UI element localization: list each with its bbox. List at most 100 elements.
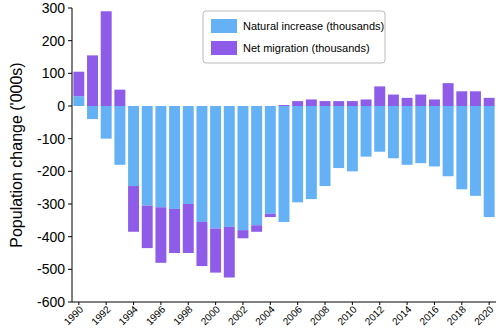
x-tick [434, 302, 435, 305]
y-tick [68, 269, 72, 270]
bar [73, 96, 84, 106]
bar [388, 106, 399, 158]
bar [251, 225, 262, 232]
legend-swatch [211, 19, 237, 33]
y-tick-label: -300 [37, 196, 65, 212]
legend: Natural increase (thousands)Net migratio… [203, 11, 385, 63]
x-tick-label: 2016 [417, 303, 441, 327]
bar [402, 98, 413, 106]
chart-svg: -600-500-400-300-200-1000100200300199019… [0, 0, 500, 332]
bar [265, 214, 276, 217]
x-tick-label: 2002 [226, 303, 250, 327]
y-tick [68, 171, 72, 172]
bar [251, 106, 262, 225]
x-tick [270, 302, 271, 305]
bar [443, 83, 454, 106]
x-tick-label: 2014 [390, 303, 414, 327]
legend-label: Natural increase (thousands) [243, 20, 384, 32]
x-tick [379, 302, 380, 305]
bar [320, 106, 331, 186]
bar [443, 106, 454, 176]
bar [237, 230, 248, 238]
y-tick-label: 300 [42, 0, 66, 16]
x-tick-label: 2010 [335, 303, 359, 327]
bar [73, 72, 84, 97]
y-tick-label: -600 [37, 294, 65, 310]
y-tick [68, 236, 72, 237]
bar [114, 90, 125, 106]
y-tick [68, 106, 72, 107]
x-tick-label: 1994 [116, 303, 140, 327]
bar [306, 106, 317, 199]
x-tick [242, 302, 243, 305]
x-tick-label: 2012 [363, 303, 387, 327]
bar [456, 106, 467, 189]
bar [142, 106, 153, 206]
x-tick [489, 302, 490, 305]
x-tick-label: 1996 [144, 303, 168, 327]
bar [196, 222, 207, 266]
legend-box [203, 11, 385, 63]
y-tick-label: -500 [37, 261, 65, 277]
bar [155, 106, 166, 207]
x-tick [325, 302, 326, 305]
x-tick [106, 302, 107, 305]
bar [265, 106, 276, 214]
x-tick-label: 2020 [472, 303, 496, 327]
bar [429, 106, 440, 166]
x-tick [461, 302, 462, 305]
x-tick [133, 302, 134, 305]
bar [320, 101, 331, 106]
bar [224, 106, 235, 227]
x-tick-label: 2000 [199, 303, 223, 327]
x-tick-label: 1998 [171, 303, 195, 327]
y-tick-label: 100 [42, 65, 66, 81]
bar [224, 227, 235, 278]
x-axis [72, 302, 496, 303]
bar [456, 91, 467, 106]
x-tick [352, 302, 353, 305]
y-tick [68, 302, 72, 303]
bar [415, 95, 426, 106]
bar [292, 101, 303, 106]
chart-container: -600-500-400-300-200-1000100200300199019… [0, 0, 500, 332]
bar [470, 106, 481, 196]
y-tick-label: -400 [37, 229, 65, 245]
bar [374, 106, 385, 152]
y-tick [68, 138, 72, 139]
bar [155, 207, 166, 263]
y-tick [68, 204, 72, 205]
bar [306, 99, 317, 106]
y-tick [68, 73, 72, 74]
x-tick [160, 302, 161, 305]
y-tick-label: -200 [37, 163, 65, 179]
legend-swatch [211, 41, 237, 55]
bar [388, 95, 399, 106]
x-tick-label: 1990 [62, 303, 86, 327]
y-tick [68, 40, 72, 41]
bar [470, 91, 481, 106]
bar [237, 106, 248, 230]
x-tick-label: 2006 [281, 303, 305, 327]
bar [183, 204, 194, 253]
bar [292, 106, 303, 202]
bar [279, 105, 290, 107]
bar [484, 106, 495, 217]
bar [210, 106, 221, 229]
x-tick-label: 2018 [445, 303, 469, 327]
bar [196, 106, 207, 222]
bar [279, 106, 290, 222]
y-tick-label: 200 [42, 33, 66, 49]
bar [183, 106, 194, 204]
bar [101, 106, 112, 139]
bar [361, 106, 372, 157]
y-tick [68, 8, 72, 9]
bar [114, 106, 125, 165]
x-tick-label: 2004 [253, 303, 277, 327]
bar [142, 206, 153, 248]
bar [402, 106, 413, 165]
bar [210, 229, 221, 273]
bars [73, 11, 494, 277]
x-tick [297, 302, 298, 305]
bar [484, 98, 495, 106]
